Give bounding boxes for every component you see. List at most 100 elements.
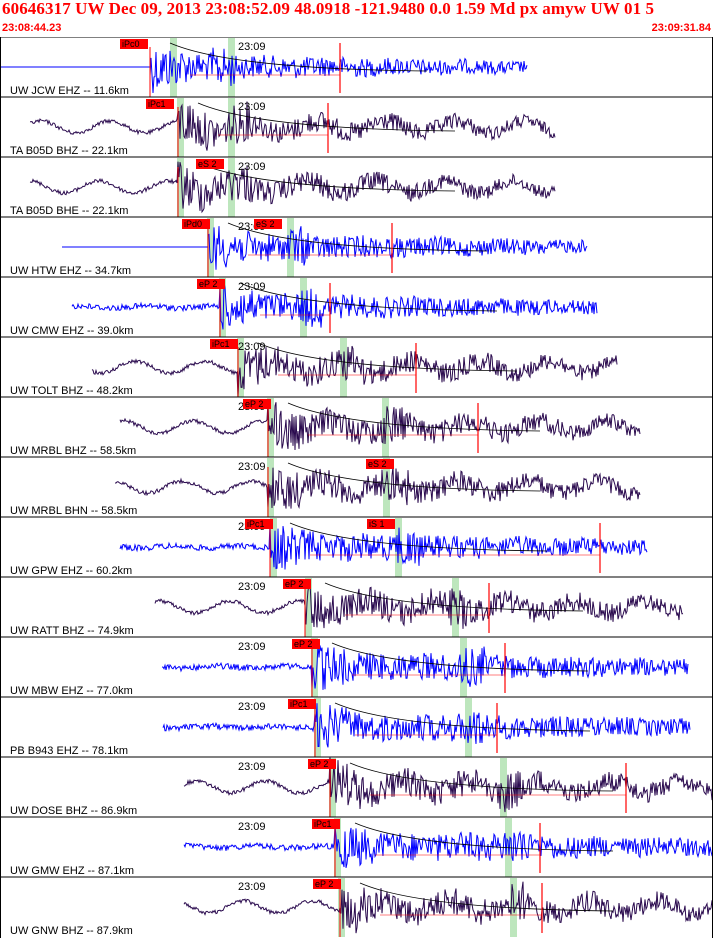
pick-label: eS 2: [368, 459, 387, 469]
coda-curve: [239, 282, 498, 312]
pick-box[interactable]: [366, 459, 394, 469]
phase-window-band: [311, 638, 318, 697]
coda-curve: [169, 42, 428, 72]
coda-curve: [287, 462, 541, 492]
pick-box[interactable]: [312, 819, 340, 829]
station-label: UW RATT BHZ -- 74.9km: [10, 625, 134, 637]
phase-window-band: [287, 218, 294, 277]
pick-label: eP 2: [294, 639, 312, 649]
phase-window-band: [228, 158, 235, 217]
station-label: UW GMW EHZ -- 87.1km: [10, 865, 134, 877]
pick-box[interactable]: [313, 879, 341, 889]
coda-curve: [331, 642, 589, 672]
waveform-trace: [162, 703, 691, 748]
pick-box[interactable]: [292, 639, 320, 649]
pick-box[interactable]: [243, 399, 271, 409]
waveform-trace: [91, 345, 618, 398]
pick-box[interactable]: [308, 759, 336, 769]
station-label: UW JCW EHZ -- 11.6km: [10, 85, 129, 97]
pick-label: eP 2: [199, 279, 217, 289]
trace-row[interactable]: 23:09 eS 2 UW MRBL BHN -- 58.5km: [0, 456, 713, 517]
station-label: UW CMW EHZ -- 39.0km: [10, 325, 133, 337]
phase-window-band: [177, 158, 184, 217]
waveform-trace: [119, 522, 648, 570]
trace-row[interactable]: 23:09 iPc1 UW GMW EHZ -- 87.1km: [0, 816, 713, 877]
time-tick-label: 23:09: [238, 41, 266, 53]
trace-row[interactable]: 23:09 eP 2 UW RATT BHZ -- 74.9km: [0, 576, 713, 637]
phase-window-band: [237, 338, 244, 397]
time-tick-label: 23:09: [238, 341, 266, 353]
phase-window-band: [270, 518, 277, 577]
pick-box[interactable]: [182, 219, 210, 229]
waveform-trace: [29, 161, 556, 214]
pick-box[interactable]: [367, 519, 395, 529]
pick-label: eP 2: [285, 579, 303, 589]
trace-row[interactable]: 23:09 eP 2 UW DOSE BHZ -- 86.9km: [0, 756, 713, 817]
trace-row[interactable]: 23:09 iPc1 PB B943 EHZ -- 78.1km: [0, 696, 713, 757]
phase-window-band: [219, 278, 226, 337]
pick-box[interactable]: [288, 699, 316, 709]
window-start-time: 23:08:44.23: [2, 22, 62, 34]
trace-row[interactable]: 23:09 eP 2 UW MBW EHZ -- 77.0km: [0, 636, 713, 697]
time-tick-label: 23:09: [238, 581, 266, 593]
pick-box[interactable]: [196, 159, 224, 169]
coda-curve: [287, 402, 541, 432]
phase-window-band: [383, 458, 390, 517]
trace-row[interactable]: 23:09 iPc1 UW TOLT BHZ -- 48.2km: [0, 336, 713, 398]
trace-row[interactable]: 23:09 iPc0 UW JCW EHZ -- 11.6km: [0, 36, 713, 97]
waveform-trace: [154, 581, 684, 629]
coda-curve: [257, 342, 518, 372]
pick-label: iPd0: [184, 219, 202, 229]
pick-box[interactable]: [245, 519, 273, 529]
coda-curve: [289, 522, 548, 552]
trace-row[interactable]: 23:09 eP 2 UW GNW BHZ -- 87.9km: [0, 876, 713, 937]
waveform-trace: [71, 281, 598, 330]
coda-curve: [197, 102, 456, 132]
station-label: TA B05D BHZ -- 22.1km: [10, 145, 128, 157]
pick-box[interactable]: [283, 579, 311, 589]
pick-box[interactable]: [146, 99, 174, 109]
waveform-trace: [29, 101, 556, 151]
pick-label: eS 2: [198, 159, 217, 169]
pick-box[interactable]: [210, 339, 238, 349]
trace-row[interactable]: 23:09 iPc1 TA B05D BHZ -- 22.1km: [0, 96, 713, 157]
phase-window-band: [452, 578, 459, 637]
coda-curve: [324, 582, 584, 612]
coda-curve: [227, 222, 488, 252]
waveform-trace: [183, 756, 713, 813]
station-label: TA B05D BHE -- 22.1km: [10, 205, 128, 217]
station-label: UW MBW EHZ -- 77.0km: [10, 685, 133, 697]
pick-label: iS 1: [369, 519, 385, 529]
header-bar: 60646317 UW Dec 09, 2013 23:08:52.09 48.…: [0, 0, 713, 36]
seismogram-canvas[interactable]: 23:09 iPc0 UW JCW EHZ -- 11.6km 23:09 iPc1 TA…: [0, 36, 713, 938]
time-tick-label: 23:09: [238, 101, 266, 113]
trace-row[interactable]: 23:09 eS 2 TA B05D BHE -- 22.1km: [0, 156, 713, 217]
seismogram-panel[interactable]: 23:09 iPc0 UW JCW EHZ -- 11.6km 23:09 iPc1 TA…: [0, 36, 713, 938]
waveform-trace: [183, 881, 713, 934]
pick-label: iPc0: [122, 39, 140, 49]
phase-window-band: [305, 578, 312, 637]
coda-curve: [349, 762, 614, 792]
station-label: UW MRBL BHN -- 58.5km: [10, 505, 137, 517]
pick-label: iPc1: [247, 519, 265, 529]
pick-box[interactable]: [120, 39, 148, 49]
station-label: UW GNW BHZ -- 87.9km: [10, 925, 133, 937]
pick-box[interactable]: [254, 219, 282, 229]
time-tick-label: 23:09: [238, 461, 266, 473]
pick-label: iPc1: [148, 99, 166, 109]
station-label: UW DOSE BHZ -- 86.9km: [10, 805, 137, 817]
waveform-trace: [183, 825, 713, 869]
waveform-trace: [115, 466, 641, 510]
station-label: UW MRBL BHZ -- 58.5km: [10, 445, 136, 457]
time-tick-label: 23:09: [238, 281, 266, 293]
trace-row[interactable]: 23:09iPc1iS 1UW GPW EHZ -- 60.2km: [0, 516, 713, 577]
waveform-trace: [161, 645, 689, 690]
time-tick-label: 23:09: [238, 881, 266, 893]
station-label: PB B943 EHZ -- 78.1km: [10, 745, 128, 757]
coda-curve: [334, 702, 591, 732]
station-label: UW GPW EHZ -- 60.2km: [10, 565, 132, 577]
pick-box[interactable]: [197, 279, 225, 289]
trace-row[interactable]: 23:09 eP 2 UW CMW EHZ -- 39.0km: [0, 276, 713, 337]
